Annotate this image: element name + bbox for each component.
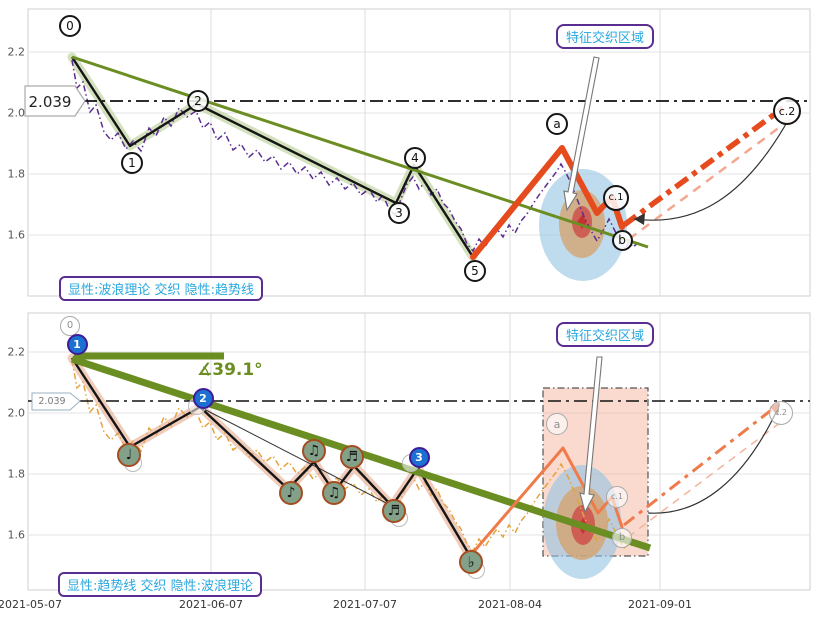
y-axis-tick-top: 1.8 [7, 167, 26, 181]
wave-marker-c2: c.2 [773, 97, 801, 125]
wave-marker-3: 3 [388, 202, 410, 224]
caption-bottom-panel[interactable]: 显性:趋势线 交织 隐性:波浪理论 [58, 572, 263, 597]
note-marker-1: ♩ [117, 443, 141, 467]
wave-marker-2: 2 [187, 90, 209, 112]
region-label-top[interactable]: 特征交织区域 [556, 24, 655, 49]
note-marker-4: ♫ [322, 481, 346, 505]
y-axis-tick-bottom: 1.8 [7, 467, 26, 481]
ghost-marker-b: b [612, 528, 632, 548]
x-axis-tick: 2021-05-07 [0, 598, 62, 611]
flat-marker: ♭ [459, 550, 483, 574]
note-marker-6: ♬ [382, 499, 406, 523]
trend-angle-label: ∡39.1° [197, 360, 263, 380]
x-axis-tick: 2021-08-04 [478, 598, 542, 611]
note-marker-5: ♬ [340, 445, 364, 469]
price-callout-top[interactable]: 2.039 [28, 93, 72, 111]
wave-marker-0: 0 [59, 15, 81, 37]
y-axis-tick-bottom: 2.2 [7, 345, 26, 359]
x-axis-tick: 2021-06-07 [179, 598, 243, 611]
blue-marker-2: 2 [192, 387, 214, 409]
y-axis-tick-bottom: 2.0 [7, 406, 26, 420]
y-axis-tick-top: 1.6 [7, 228, 26, 242]
blue-marker-1: 1 [66, 333, 88, 355]
wave-marker-1: 1 [121, 152, 143, 174]
wave-marker-c1: c.1 [603, 185, 629, 211]
x-axis-tick: 2021-09-01 [628, 598, 692, 611]
ghost-marker-c2: c.2 [769, 401, 793, 425]
y-axis-tick-bottom: 1.6 [7, 528, 26, 542]
price-callout-bottom[interactable]: 2.039 [38, 396, 66, 407]
blue-marker-3: 3 [408, 446, 430, 468]
wave-marker-4: 4 [404, 147, 426, 169]
wave-marker-b: b [611, 229, 633, 251]
caption-top-panel[interactable]: 显性:波浪理论 交织 隐性:趋势线 [59, 276, 264, 301]
note-marker-3: ♫ [302, 439, 326, 463]
wave-marker-a: a [546, 113, 568, 135]
y-axis-tick-top: 2.0 [7, 106, 26, 120]
ghost-marker-a: a [546, 413, 568, 435]
region-label-bottom[interactable]: 特征交织区域 [556, 322, 655, 347]
note-marker-2: ♪ [279, 481, 303, 505]
y-axis-tick-top: 2.2 [7, 45, 26, 59]
x-axis-tick: 2021-07-07 [333, 598, 397, 611]
ghost-marker-c1: c.1 [606, 486, 628, 508]
wave-marker-5: 5 [464, 260, 486, 282]
